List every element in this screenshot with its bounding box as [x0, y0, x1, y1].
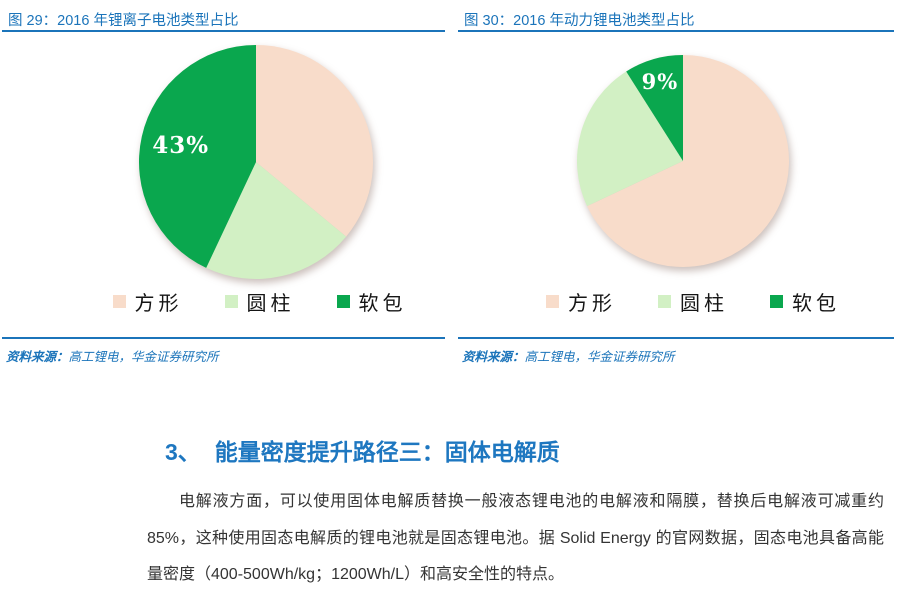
- figure-panel-29: 图 29：2016 年锂离子电池类型占比 43% 方形 圆柱 软包 资料来源：高工锂…: [2, 6, 445, 367]
- legend-label: 圆柱: [246, 291, 295, 315]
- figure-title: 图 29：2016 年锂离子电池类型占比: [2, 6, 445, 32]
- source-text: 高工锂电，华金证券研究所: [524, 350, 675, 364]
- chart-legend: 方形 圆柱 软包: [458, 287, 894, 316]
- source-text: 高工锂电，华金证券研究所: [68, 350, 219, 364]
- legend-label: 方形: [134, 291, 183, 315]
- legend-swatch: [658, 295, 671, 308]
- figure-panel-30: 图 30：2016 年动力锂电池类型占比 9% 方形 圆柱 软包 资料来源：高工锂电…: [458, 6, 894, 367]
- legend-item: 圆柱: [658, 287, 728, 316]
- pie-slice-软包: [626, 55, 683, 161]
- legend-swatch: [224, 295, 238, 308]
- legend-label: 圆柱: [680, 291, 728, 315]
- section-number: 3、: [165, 439, 201, 465]
- legend-item: 方形: [112, 287, 183, 316]
- pie-slice-圆柱: [206, 162, 347, 279]
- legend-item: 方形: [546, 287, 616, 316]
- pie-chart-power-battery-types: 9%: [577, 55, 789, 267]
- figure-source: 资料来源：高工锂电，华金证券研究所: [2, 337, 445, 365]
- section-title-text: 能量密度提升路径三：固体电解质: [214, 439, 560, 465]
- legend-swatch: [336, 295, 350, 308]
- legend-swatch: [112, 295, 126, 308]
- figure-source: 资料来源：高工锂电，华金证券研究所: [458, 337, 894, 365]
- pie-data-label: 9%: [642, 69, 679, 94]
- pie-slice-方形: [256, 45, 373, 237]
- pie-slice-方形: [587, 55, 789, 267]
- legend-label: 软包: [792, 291, 840, 315]
- chart-legend: 方形 圆柱 软包: [2, 287, 445, 316]
- pie-data-label: 43%: [152, 132, 209, 159]
- pie-slice-圆柱: [577, 71, 683, 207]
- legend-swatch: [546, 295, 559, 308]
- source-prefix: 资料来源：: [462, 350, 525, 364]
- legend-swatch: [770, 295, 783, 308]
- legend-item: 软包: [770, 287, 840, 316]
- legend-item: 软包: [336, 287, 407, 316]
- pie-slice-软包: [139, 45, 256, 268]
- figure-title: 图 30：2016 年动力锂电池类型占比: [458, 6, 894, 32]
- legend-label: 方形: [568, 291, 616, 315]
- pie-chart-lithium-ion-types: 43%: [139, 45, 373, 279]
- legend-label: 软包: [358, 291, 407, 315]
- source-prefix: 资料来源：: [6, 350, 69, 364]
- section-heading: 3、 能量密度提升路径三：固体电解质: [165, 433, 560, 467]
- legend-item: 圆柱: [224, 287, 295, 316]
- body-paragraph: 电解液方面，可以使用固体电解质替换一般液态锂电池的电解液和隔膜，替换后电解液可减…: [147, 493, 884, 583]
